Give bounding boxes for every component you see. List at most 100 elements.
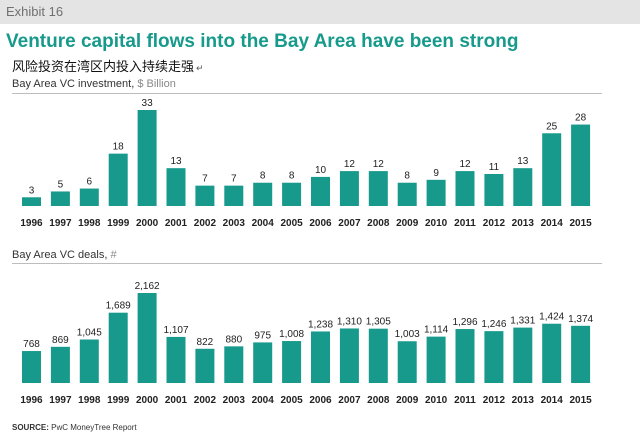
investment-chart-unit: $ Billion [137,78,176,90]
investment-value-label-2002: 7 [202,174,208,185]
deals-bar-2004 [253,342,273,383]
deals-chart-unit: # [110,249,117,261]
investment-bar-2015 [571,124,591,206]
deals-year-tick-1996: 1996 [20,395,43,406]
deals-bar-2015 [571,325,591,383]
page-title: Venture capital flows into the Bay Area … [6,31,519,52]
deals-year-tick-1999: 1999 [107,395,130,406]
investment-value-label-1997: 5 [58,179,64,190]
investment-value-label-2008: 12 [373,159,385,170]
investment-value-label-1996: 3 [29,185,35,196]
deals-year-tick-2011: 2011 [454,395,476,406]
investment-year-tick-2011: 2011 [454,218,476,229]
source-text: PwC MoneyTree Report [51,423,137,432]
investment-value-label-2015: 28 [575,113,587,124]
investment-bar-1999 [108,153,128,206]
investment-year-tick-1998: 1998 [78,218,101,229]
investment-chart-title: Bay Area VC investment, $ Billion [12,78,176,90]
investment-year-tick-2009: 2009 [396,218,419,229]
deals-value-label-2001: 1,107 [163,325,188,336]
investment-value-label-2001: 13 [170,156,182,167]
deals-bar-2013 [513,327,533,383]
investment-year-tick-2007: 2007 [338,218,361,229]
chinese-subtitle: 风险投资在湾区内投入持续走强 ↵ [12,56,204,75]
investment-value-label-1998: 6 [87,177,93,188]
deals-chart-rule [12,263,602,264]
investment-year-tick-2001: 2001 [165,218,188,229]
investment-bar-1996 [22,197,41,206]
investment-value-label-2009: 8 [404,171,410,182]
deals-value-label-2000: 2,162 [135,281,160,292]
investment-value-label-2012: 11 [489,162,500,173]
deals-chart-title-text: Bay Area VC deals, [12,249,108,261]
investment-year-tick-2012: 2012 [483,218,506,229]
deals-bar-2007 [339,328,359,383]
deals-bar-2010 [426,336,446,383]
investment-bar-2002 [195,185,215,206]
deals-value-label-2012: 1,246 [481,319,506,330]
deals-year-tick-2008: 2008 [367,395,390,406]
investment-year-tick-2002: 2002 [194,218,217,229]
deals-value-label-2015: 1,374 [568,314,593,325]
deals-value-label-2005: 1,008 [279,329,304,340]
investment-bar-2013 [513,168,533,206]
investment-chart-title-text: Bay Area VC investment, [12,78,135,90]
deals-year-tick-2013: 2013 [512,395,535,406]
deals-year-tick-2009: 2009 [396,395,419,406]
deals-year-tick-2003: 2003 [223,395,246,406]
deals-year-tick-2001: 2001 [165,395,188,406]
deals-year-tick-2002: 2002 [194,395,217,406]
deals-year-tick-2007: 2007 [338,395,361,406]
deals-value-label-2003: 880 [225,334,242,345]
deals-bar-1996 [22,351,41,383]
deals-year-tick-1997: 1997 [49,395,72,406]
investment-bar-2000 [137,110,157,206]
deals-bar-2008 [368,328,388,383]
deals-bar-1999 [108,312,128,383]
deals-year-tick-2004: 2004 [252,395,275,406]
deals-year-tick-2006: 2006 [309,395,332,406]
deals-year-tick-2012: 2012 [483,395,506,406]
deals-bar-2000 [137,293,157,383]
deals-year-tick-2014: 2014 [541,395,564,406]
investment-year-tick-1996: 1996 [20,218,43,229]
investment-year-tick-2005: 2005 [280,218,303,229]
deals-value-label-1999: 1,689 [106,301,131,312]
deals-value-label-2008: 1,305 [366,317,391,328]
deals-value-label-2004: 975 [254,330,271,341]
investment-bar-1998 [79,188,99,206]
deals-value-label-1996: 768 [23,339,40,350]
investment-bar-chart: 3 1996 5 1997 6 1998 18 1999 33 2000 13 2001 7 2002 7 2… [20,98,592,229]
investment-bar-2007 [339,171,359,206]
deals-value-label-2002: 822 [197,337,214,348]
investment-bar-2004 [253,182,273,206]
deals-value-label-2009: 1,003 [395,329,420,340]
investment-year-tick-2015: 2015 [569,218,592,229]
investment-bar-1997 [50,191,70,206]
investment-value-label-2006: 10 [315,165,327,176]
deals-bar-2012 [484,331,504,383]
deals-year-tick-2015: 2015 [569,395,592,406]
deals-bar-1998 [79,339,99,383]
deals-value-label-2011: 1,296 [452,317,477,328]
investment-value-label-2000: 33 [142,98,154,109]
investment-value-label-2005: 8 [289,171,295,182]
investment-value-label-2014: 25 [546,121,558,132]
deals-value-label-2006: 1,238 [308,319,333,330]
deals-bar-1997 [50,346,70,383]
deals-value-label-2014: 1,424 [539,312,564,323]
investment-value-label-2003: 7 [231,174,237,185]
investment-year-tick-2004: 2004 [252,218,275,229]
deals-bar-2006 [311,331,330,383]
deals-year-tick-2010: 2010 [425,395,448,406]
deals-value-label-2013: 1,331 [510,316,535,327]
deals-value-label-1997: 869 [52,335,69,346]
deals-bar-2009 [397,341,417,383]
investment-bar-2011 [455,171,475,206]
return-mark: ↵ [196,63,204,73]
deals-bar-2003 [224,346,244,383]
investment-bar-2014 [542,133,562,206]
deals-bar-2011 [455,329,475,383]
investment-bar-2003 [224,185,244,206]
investment-bar-2005 [282,182,302,206]
